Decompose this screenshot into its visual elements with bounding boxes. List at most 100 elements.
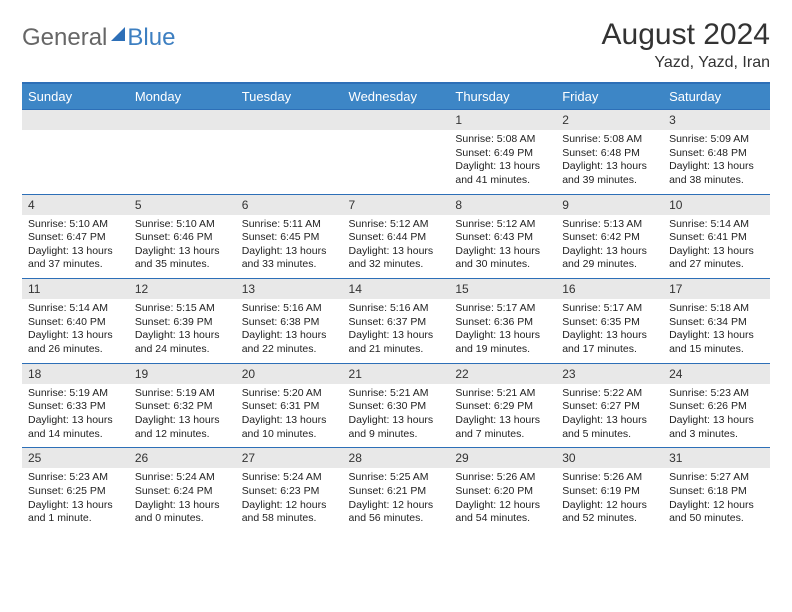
day-body: Sunrise: 5:18 AMSunset: 6:34 PMDaylight:… [663, 299, 770, 363]
day-number: 5 [129, 195, 236, 215]
day-header: Wednesday [343, 84, 450, 110]
day-cell: 23Sunrise: 5:22 AMSunset: 6:27 PMDayligh… [556, 363, 663, 448]
calendar-body: 1Sunrise: 5:08 AMSunset: 6:49 PMDaylight… [22, 110, 770, 532]
day-cell: 1Sunrise: 5:08 AMSunset: 6:49 PMDaylight… [449, 110, 556, 195]
header: General Blue August 2024 Yazd, Yazd, Ira… [22, 18, 770, 72]
day-cell: 8Sunrise: 5:12 AMSunset: 6:43 PMDaylight… [449, 194, 556, 279]
day-body [22, 130, 129, 180]
title-block: August 2024 Yazd, Yazd, Iran [602, 18, 770, 72]
day-number [129, 110, 236, 130]
day-number: 8 [449, 195, 556, 215]
day-body: Sunrise: 5:14 AMSunset: 6:41 PMDaylight:… [663, 215, 770, 279]
calendar-table: SundayMondayTuesdayWednesdayThursdayFrid… [22, 84, 770, 532]
week-row: 1Sunrise: 5:08 AMSunset: 6:49 PMDaylight… [22, 110, 770, 195]
logo-text-2: Blue [127, 24, 175, 52]
day-number: 10 [663, 195, 770, 215]
day-cell: 26Sunrise: 5:24 AMSunset: 6:24 PMDayligh… [129, 448, 236, 532]
day-body: Sunrise: 5:26 AMSunset: 6:19 PMDaylight:… [556, 468, 663, 532]
week-row: 18Sunrise: 5:19 AMSunset: 6:33 PMDayligh… [22, 363, 770, 448]
week-row: 4Sunrise: 5:10 AMSunset: 6:47 PMDaylight… [22, 194, 770, 279]
day-cell: 5Sunrise: 5:10 AMSunset: 6:46 PMDaylight… [129, 194, 236, 279]
day-body: Sunrise: 5:23 AMSunset: 6:26 PMDaylight:… [663, 384, 770, 448]
day-body: Sunrise: 5:13 AMSunset: 6:42 PMDaylight:… [556, 215, 663, 279]
day-number: 22 [449, 364, 556, 384]
day-body: Sunrise: 5:16 AMSunset: 6:38 PMDaylight:… [236, 299, 343, 363]
day-body: Sunrise: 5:21 AMSunset: 6:30 PMDaylight:… [343, 384, 450, 448]
day-body: Sunrise: 5:12 AMSunset: 6:43 PMDaylight:… [449, 215, 556, 279]
day-cell: 17Sunrise: 5:18 AMSunset: 6:34 PMDayligh… [663, 279, 770, 364]
day-cell: 24Sunrise: 5:23 AMSunset: 6:26 PMDayligh… [663, 363, 770, 448]
day-number: 18 [22, 364, 129, 384]
day-body: Sunrise: 5:25 AMSunset: 6:21 PMDaylight:… [343, 468, 450, 532]
day-number: 30 [556, 448, 663, 468]
day-body: Sunrise: 5:27 AMSunset: 6:18 PMDaylight:… [663, 468, 770, 532]
day-body: Sunrise: 5:21 AMSunset: 6:29 PMDaylight:… [449, 384, 556, 448]
day-body: Sunrise: 5:15 AMSunset: 6:39 PMDaylight:… [129, 299, 236, 363]
day-cell: 7Sunrise: 5:12 AMSunset: 6:44 PMDaylight… [343, 194, 450, 279]
day-number: 7 [343, 195, 450, 215]
day-cell [343, 110, 450, 195]
day-number: 9 [556, 195, 663, 215]
day-number: 28 [343, 448, 450, 468]
day-cell: 29Sunrise: 5:26 AMSunset: 6:20 PMDayligh… [449, 448, 556, 532]
day-body: Sunrise: 5:26 AMSunset: 6:20 PMDaylight:… [449, 468, 556, 532]
page-title: August 2024 [602, 18, 770, 52]
day-header: Friday [556, 84, 663, 110]
day-cell: 12Sunrise: 5:15 AMSunset: 6:39 PMDayligh… [129, 279, 236, 364]
day-number: 15 [449, 279, 556, 299]
day-header-row: SundayMondayTuesdayWednesdayThursdayFrid… [22, 84, 770, 110]
day-cell: 11Sunrise: 5:14 AMSunset: 6:40 PMDayligh… [22, 279, 129, 364]
day-body: Sunrise: 5:16 AMSunset: 6:37 PMDaylight:… [343, 299, 450, 363]
day-number: 25 [22, 448, 129, 468]
day-number: 27 [236, 448, 343, 468]
day-body: Sunrise: 5:08 AMSunset: 6:49 PMDaylight:… [449, 130, 556, 194]
day-number: 6 [236, 195, 343, 215]
day-header: Sunday [22, 84, 129, 110]
day-cell: 6Sunrise: 5:11 AMSunset: 6:45 PMDaylight… [236, 194, 343, 279]
day-cell: 27Sunrise: 5:24 AMSunset: 6:23 PMDayligh… [236, 448, 343, 532]
day-number: 3 [663, 110, 770, 130]
day-number [22, 110, 129, 130]
day-cell [236, 110, 343, 195]
day-body: Sunrise: 5:19 AMSunset: 6:33 PMDaylight:… [22, 384, 129, 448]
day-cell: 9Sunrise: 5:13 AMSunset: 6:42 PMDaylight… [556, 194, 663, 279]
day-cell [129, 110, 236, 195]
day-body: Sunrise: 5:19 AMSunset: 6:32 PMDaylight:… [129, 384, 236, 448]
day-body [129, 130, 236, 180]
day-number: 23 [556, 364, 663, 384]
day-body [343, 130, 450, 180]
day-cell: 14Sunrise: 5:16 AMSunset: 6:37 PMDayligh… [343, 279, 450, 364]
day-number: 12 [129, 279, 236, 299]
day-body: Sunrise: 5:17 AMSunset: 6:36 PMDaylight:… [449, 299, 556, 363]
day-number: 31 [663, 448, 770, 468]
day-number [236, 110, 343, 130]
day-cell: 15Sunrise: 5:17 AMSunset: 6:36 PMDayligh… [449, 279, 556, 364]
day-cell: 3Sunrise: 5:09 AMSunset: 6:48 PMDaylight… [663, 110, 770, 195]
day-header: Monday [129, 84, 236, 110]
logo: General Blue [22, 18, 175, 52]
day-body: Sunrise: 5:09 AMSunset: 6:48 PMDaylight:… [663, 130, 770, 194]
day-number: 19 [129, 364, 236, 384]
day-body: Sunrise: 5:10 AMSunset: 6:47 PMDaylight:… [22, 215, 129, 279]
day-number: 4 [22, 195, 129, 215]
logo-triangle-icon [111, 27, 125, 41]
day-body: Sunrise: 5:23 AMSunset: 6:25 PMDaylight:… [22, 468, 129, 532]
day-cell: 16Sunrise: 5:17 AMSunset: 6:35 PMDayligh… [556, 279, 663, 364]
day-cell: 31Sunrise: 5:27 AMSunset: 6:18 PMDayligh… [663, 448, 770, 532]
day-number: 29 [449, 448, 556, 468]
day-number: 24 [663, 364, 770, 384]
day-body: Sunrise: 5:12 AMSunset: 6:44 PMDaylight:… [343, 215, 450, 279]
day-cell: 22Sunrise: 5:21 AMSunset: 6:29 PMDayligh… [449, 363, 556, 448]
day-number: 11 [22, 279, 129, 299]
day-body [236, 130, 343, 180]
day-cell: 21Sunrise: 5:21 AMSunset: 6:30 PMDayligh… [343, 363, 450, 448]
logo-text-1: General [22, 24, 107, 52]
day-cell: 2Sunrise: 5:08 AMSunset: 6:48 PMDaylight… [556, 110, 663, 195]
day-number: 20 [236, 364, 343, 384]
day-body: Sunrise: 5:10 AMSunset: 6:46 PMDaylight:… [129, 215, 236, 279]
day-number [343, 110, 450, 130]
day-header: Thursday [449, 84, 556, 110]
day-number: 16 [556, 279, 663, 299]
day-number: 21 [343, 364, 450, 384]
day-number: 1 [449, 110, 556, 130]
